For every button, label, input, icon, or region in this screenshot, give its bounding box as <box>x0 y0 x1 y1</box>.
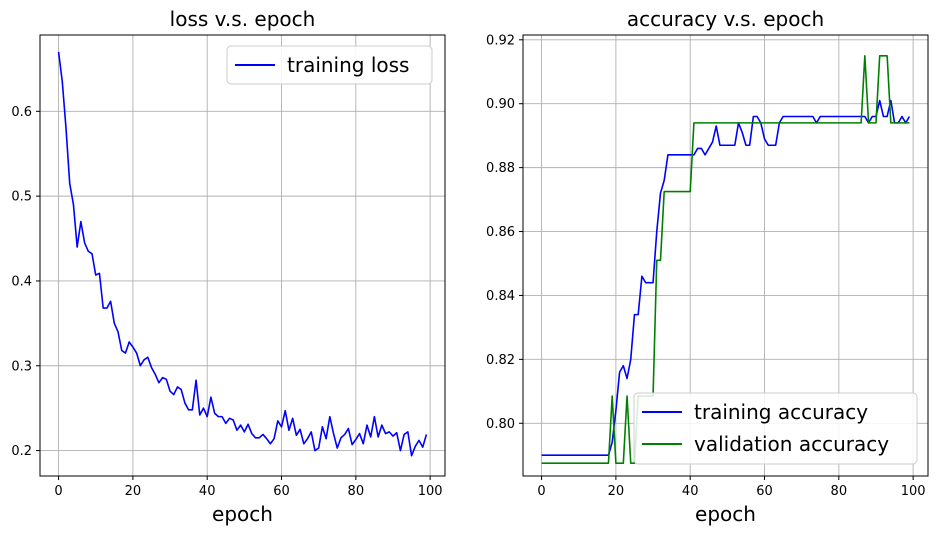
legend-label: validation accuracy <box>694 432 889 456</box>
x-tick-label: 20 <box>608 484 625 499</box>
chart-title: loss v.s. epoch <box>170 7 316 31</box>
y-tick-label: 0.6 <box>11 105 32 120</box>
chart-title: accuracy v.s. epoch <box>627 7 824 31</box>
y-tick-label: 0.90 <box>486 97 515 112</box>
x-tick-label: 40 <box>682 484 699 499</box>
series-line-training-accuracy <box>541 99 911 457</box>
x-tick-label: 0 <box>54 484 62 499</box>
legend-box <box>226 45 433 85</box>
y-tick-label: 0.3 <box>11 359 32 374</box>
y-tick-label: 0.5 <box>11 190 32 205</box>
series-line-training-loss <box>57 51 428 457</box>
x-tick-label: 60 <box>756 484 773 499</box>
y-tick-label: 0.2 <box>11 444 32 459</box>
y-tick-label: 0.80 <box>486 417 515 432</box>
y-tick-label: 0.88 <box>486 161 515 176</box>
loss-chart-panel: 0 20 40 60 80 100 0.2 0.3 0.4 0.5 0.6 loss v.s. epo… <box>11 7 446 526</box>
y-tick-label: 0.82 <box>486 353 515 368</box>
x-tick-label: 40 <box>199 484 216 499</box>
x-tick-label: 80 <box>831 484 848 499</box>
plot-frame <box>522 34 929 477</box>
x-tick-label: 100 <box>901 484 926 499</box>
series-line-validation-accuracy <box>541 54 910 465</box>
x-axis-label: epoch <box>212 502 273 526</box>
legend-label: training accuracy <box>694 400 868 424</box>
x-tick-label: 20 <box>125 484 142 499</box>
legend-box <box>633 392 918 465</box>
x-tick-label: 100 <box>418 484 443 499</box>
x-tick-label: 80 <box>348 484 365 499</box>
x-tick-label: 0 <box>537 484 545 499</box>
y-tick-label: 0.84 <box>486 289 515 304</box>
x-axis-label: epoch <box>695 502 756 526</box>
y-tick-label: 0.86 <box>486 225 515 240</box>
y-tick-label: 0.4 <box>11 274 32 289</box>
plot-frame <box>39 34 446 477</box>
y-tick-label: 0.92 <box>486 33 515 48</box>
x-tick-label: 60 <box>273 484 290 499</box>
legend-label: training loss <box>287 53 409 77</box>
accuracy-chart-panel: 0 20 40 60 80 100 0.80 0.82 0.84 0.86 0.88 0.90 0.92… <box>486 7 929 526</box>
